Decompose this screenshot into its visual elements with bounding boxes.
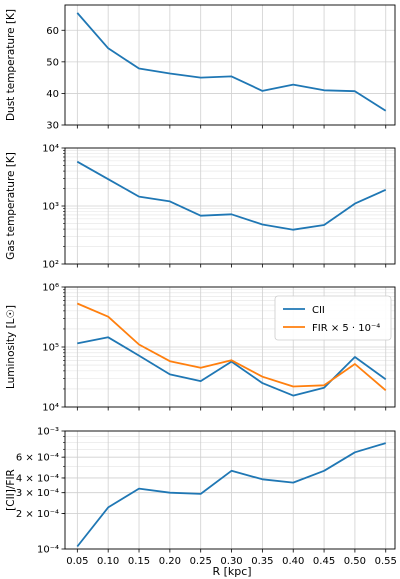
gas-temperature-y-tick-label: 10²	[42, 260, 59, 271]
cii-fir-ratio-panel: 0.05 0.10 0.15 0.20 0.25 0.30 0.35 0.40 0.45 0.50…	[5, 427, 397, 568]
luminosity-y-tick-label: 10⁴	[42, 403, 59, 414]
x-tick-label: 0.55	[375, 556, 397, 567]
luminosity-axes-frame	[64, 286, 396, 408]
x-tick-label: 0.25	[190, 556, 212, 567]
cii-fir-ratio-y-axis-label: [CII]/FIR	[5, 469, 17, 511]
dust-temperature-series-line	[76, 12, 387, 112]
cii-fir-ratio-y-tick-label: 10⁻⁴	[37, 545, 59, 556]
cii-fir-ratio-y-tick-label: 3 × 10⁻⁴	[16, 488, 59, 499]
legend-label: CII	[312, 305, 325, 316]
dust-temperature-y-axis-label: Dust temperature [K]	[5, 9, 17, 121]
luminosity-y-tick-label: 10⁶	[42, 283, 59, 294]
gas-temperature-y-tick-label: 10⁴	[42, 144, 59, 155]
x-tick-label: 0.05	[66, 556, 88, 567]
gas-temperature-y-axis-label: Gas temperature [K]	[5, 152, 17, 260]
dust-temperature-axes-frame	[64, 4, 396, 126]
x-tick-label: 0.20	[159, 556, 181, 567]
x-tick-label: 0.15	[128, 556, 150, 567]
dust-temperature-panel: 30 40 50 60 Dust temperature [K]	[5, 4, 396, 132]
x-tick-label: 0.10	[97, 556, 119, 567]
legend-box	[274, 295, 392, 341]
luminosity-series-line-1	[76, 302, 387, 391]
gas-temperature-axes-frame	[64, 147, 396, 265]
gas-temperature-series-line	[76, 160, 387, 231]
dust-temperature-y-tick-label: 40	[46, 89, 59, 100]
luminosity-y-axis-label: Luminosity [L☉]	[5, 305, 17, 389]
cii-fir-ratio-y-tick-label: 10⁻³	[37, 427, 59, 438]
x-tick-label: 0.35	[251, 556, 273, 567]
dust-temperature-y-tick-label: 50	[46, 57, 59, 68]
luminosity-panel: 10⁴ 10⁵ 10⁶ Luminosity [L☉] CII FIR × 5 · 10⁻…	[5, 283, 396, 414]
cii-fir-ratio-axes-frame	[64, 430, 396, 550]
x-tick-label: 0.40	[282, 556, 304, 567]
gas-temperature-panel: 10² 10³ 10⁴ Gas temperature [K]	[5, 144, 396, 271]
dust-temperature-y-tick-label: 60	[46, 26, 59, 37]
dust-temperature-y-tick-label: 30	[46, 121, 59, 132]
x-tick-label: 0.45	[313, 556, 335, 567]
x-axis-label: R [kpc]	[212, 565, 251, 578]
luminosity-y-tick-label: 10⁵	[42, 343, 59, 354]
gas-temperature-y-tick-label: 10³	[42, 202, 59, 213]
x-tick-label: 0.50	[344, 556, 366, 567]
cii-fir-ratio-y-tick-label: 6 × 10⁻⁴	[16, 453, 59, 464]
cii-fir-ratio-y-tick-label: 4 × 10⁻⁴	[16, 473, 59, 484]
legend-label: FIR × 5 · 10⁻⁴	[312, 323, 380, 334]
cii-fir-ratio-series-line	[76, 442, 386, 548]
cii-fir-ratio-y-tick-label: 2 × 10⁻⁴	[16, 509, 59, 520]
x-tick-label: 0.30	[220, 556, 242, 567]
